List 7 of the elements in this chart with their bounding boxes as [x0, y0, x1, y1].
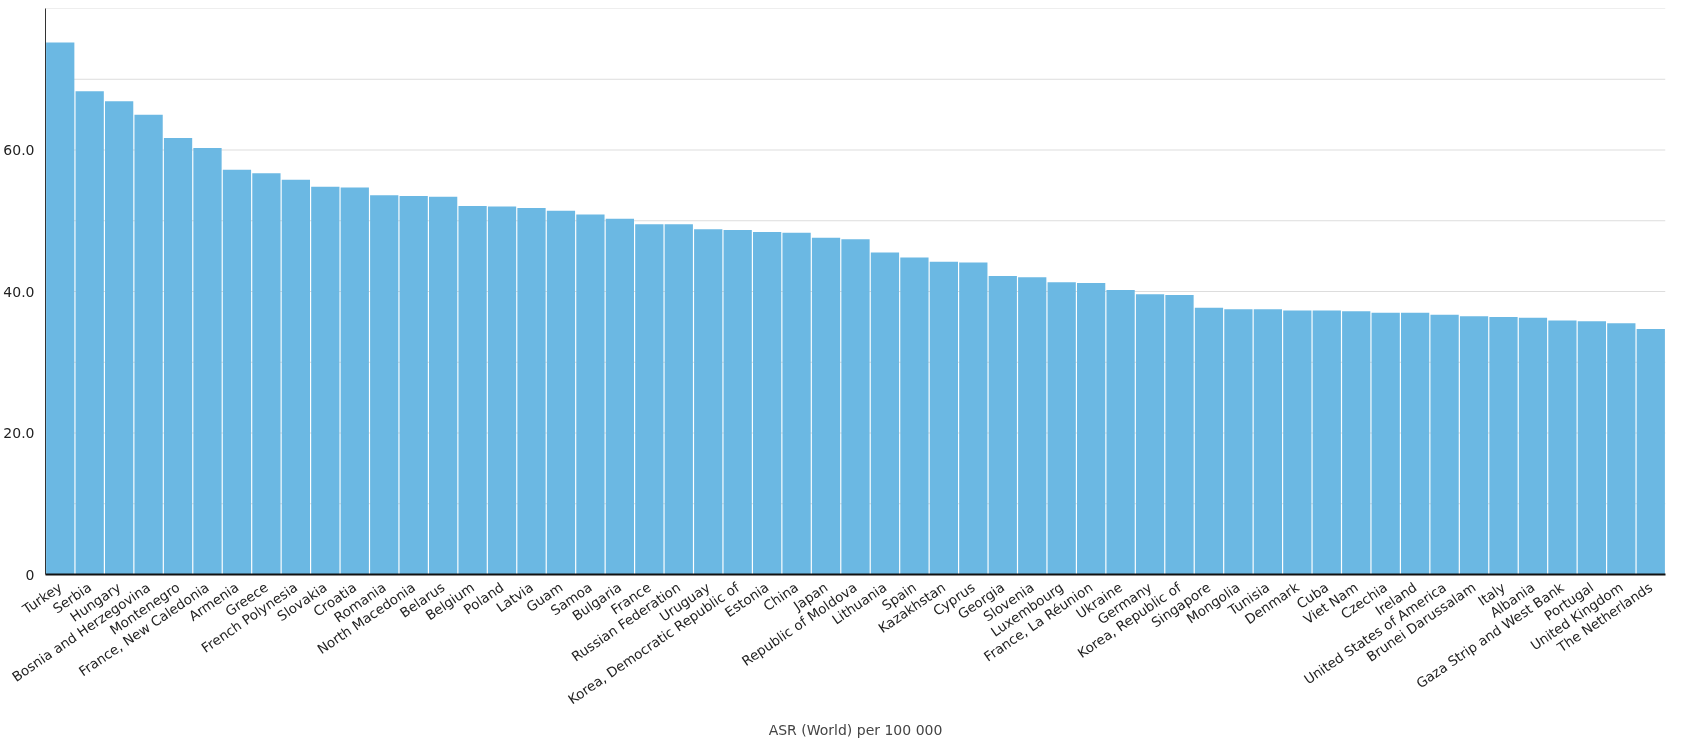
- bar: [1636, 329, 1665, 575]
- y-tick-label: 20.0: [3, 425, 35, 441]
- y-tick-label: 0: [25, 566, 35, 583]
- bar: [46, 42, 75, 575]
- y-tick-label: 40.0: [3, 283, 35, 300]
- y-tick-label: 60.0: [3, 142, 35, 158]
- x-axis-title: ASR (World) per 100 000: [768, 721, 943, 738]
